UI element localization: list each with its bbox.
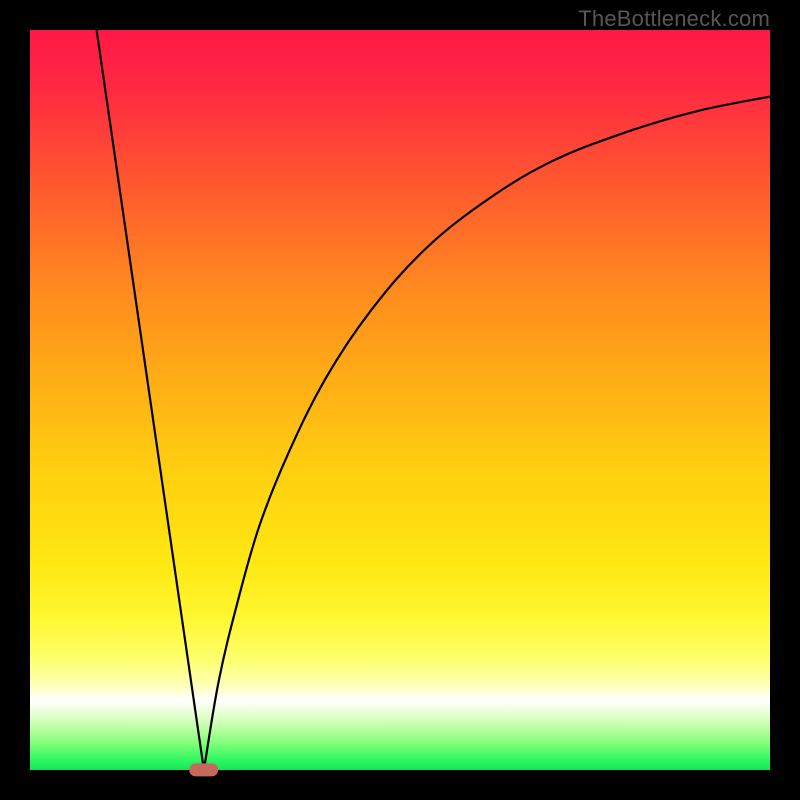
minimum-marker xyxy=(189,763,219,776)
watermark-text: TheBottleneck.com xyxy=(578,6,770,32)
chart-frame: TheBottleneck.com xyxy=(0,0,800,800)
bottleneck-curve xyxy=(30,30,770,770)
plot-area xyxy=(30,30,770,770)
